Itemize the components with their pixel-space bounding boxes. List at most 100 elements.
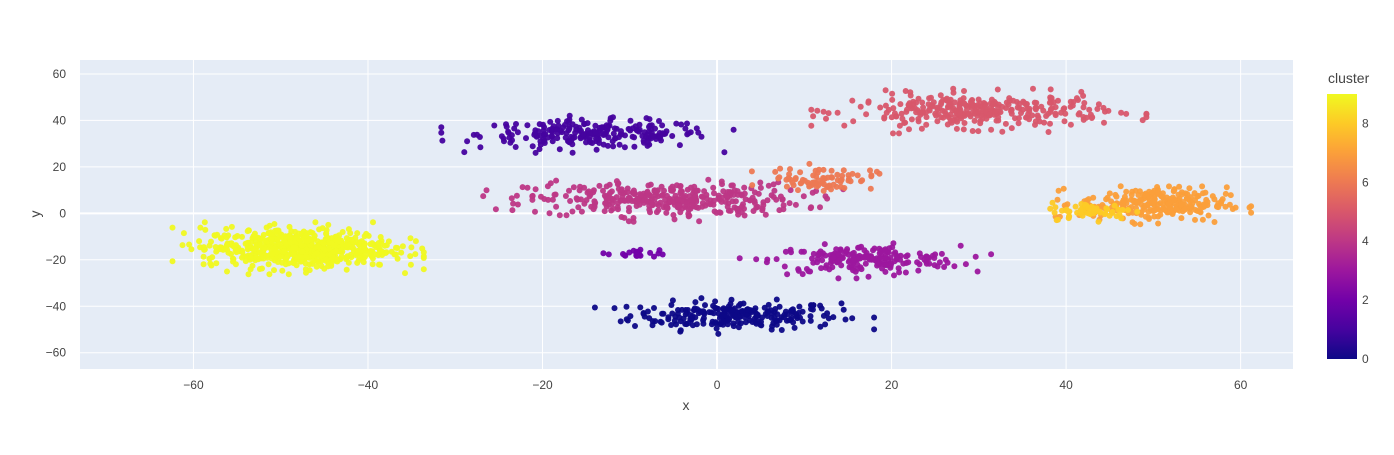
- scatter-point: [545, 196, 552, 203]
- scatter-point: [382, 250, 389, 256]
- scatter-point: [731, 312, 738, 319]
- scatter-point: [692, 299, 699, 306]
- scatter-point: [664, 205, 671, 212]
- scatter-point: [438, 129, 445, 136]
- scatter-point: [1173, 206, 1180, 213]
- scatter-point: [774, 311, 781, 318]
- scatter-point: [859, 254, 866, 261]
- scatter-point: [822, 321, 829, 328]
- scatter-point: [328, 260, 335, 266]
- scatter-point: [748, 168, 755, 175]
- scatter-point: [1089, 207, 1096, 214]
- scatter-point: [676, 203, 683, 210]
- scatter-point: [953, 125, 960, 132]
- scatter-point: [1172, 201, 1179, 208]
- scatter-point: [439, 137, 446, 144]
- scatter-point: [562, 121, 568, 128]
- scatter-point: [867, 167, 873, 174]
- scatter-point: [765, 182, 772, 189]
- scatter-point: [918, 125, 925, 132]
- scatter-point: [1129, 209, 1136, 216]
- scatter-point: [890, 130, 896, 137]
- scatter-point: [196, 238, 203, 245]
- scatter-point: [885, 106, 892, 113]
- scatter-point: [1049, 199, 1056, 206]
- scatter-point: [420, 255, 427, 261]
- scatter-point: [799, 176, 806, 183]
- scatter-point: [1008, 125, 1015, 132]
- scatter-point: [784, 271, 791, 278]
- scatter-point: [214, 231, 221, 238]
- scatter-point: [532, 186, 539, 193]
- scatter-point: [1143, 111, 1150, 118]
- scatter-point: [938, 250, 945, 257]
- scatter-point: [665, 316, 672, 323]
- scatter-point: [896, 130, 902, 137]
- scatter-point: [727, 207, 734, 214]
- scatter-point: [638, 192, 645, 199]
- scatter-point: [556, 146, 563, 153]
- scatter-point: [916, 109, 923, 116]
- scatter-point: [286, 223, 293, 230]
- y-tick-labels: −60 −40 −20 0 20 40 60: [46, 67, 67, 360]
- scatter-point: [1015, 120, 1022, 127]
- scatter-point: [836, 257, 843, 263]
- scatter-point: [678, 187, 685, 194]
- scatter-point: [660, 310, 667, 317]
- scatter-point: [624, 317, 631, 324]
- scatter-point: [249, 262, 256, 269]
- scatter-point: [1199, 183, 1206, 190]
- scatter-point: [343, 254, 350, 261]
- scatter-point: [1095, 218, 1102, 225]
- scatter-point: [1010, 97, 1017, 104]
- scatter-point: [546, 210, 553, 217]
- scatter-point: [785, 175, 792, 182]
- scatter-point: [1178, 215, 1185, 222]
- scatter-point: [566, 116, 573, 123]
- scatter-point: [1045, 129, 1052, 135]
- scatter-point: [668, 302, 675, 308]
- scatter-point: [889, 90, 896, 97]
- scatter-point: [228, 223, 235, 230]
- scatter-point: [1030, 85, 1036, 92]
- scatter-point: [683, 321, 690, 328]
- scatter-point: [735, 319, 742, 326]
- scatter-point: [695, 129, 702, 136]
- scatter-point: [798, 248, 805, 255]
- scatter-point: [1054, 196, 1061, 203]
- scatter-point: [947, 96, 954, 103]
- scatter-point: [1055, 187, 1062, 194]
- scatter-point: [245, 271, 252, 278]
- scatter-point: [343, 242, 350, 249]
- scatter-point: [715, 195, 722, 201]
- scatter-point: [729, 182, 736, 189]
- scatter-point: [1063, 206, 1070, 213]
- scatter-point: [754, 203, 761, 210]
- scatter-point: [1153, 190, 1160, 197]
- scatter-point: [736, 313, 743, 320]
- scatter-point: [932, 251, 939, 258]
- scatter-point: [653, 200, 660, 207]
- scatter-point: [269, 251, 276, 258]
- scatter-point: [267, 230, 273, 237]
- scatter-point: [398, 249, 405, 256]
- scatter-point: [658, 183, 665, 190]
- y-tick-label: 0: [59, 206, 66, 220]
- scatter-point: [356, 254, 363, 261]
- scatter-point: [1080, 116, 1087, 123]
- scatter-point: [902, 269, 909, 276]
- scatter-point: [1215, 204, 1222, 211]
- scatter-point: [1066, 213, 1072, 220]
- scatter-point: [578, 208, 585, 215]
- scatter-point: [958, 115, 965, 122]
- scatter-point: [1155, 220, 1162, 227]
- scatter-point: [529, 192, 536, 199]
- x-tick-label: 40: [1059, 378, 1073, 392]
- scatter-point: [988, 126, 995, 133]
- scatter-point: [532, 149, 539, 156]
- scatter-point: [795, 187, 801, 194]
- scatter-point: [896, 122, 903, 129]
- scatter-point: [209, 254, 216, 261]
- scatter-point: [524, 122, 531, 129]
- scatter-point: [706, 309, 713, 316]
